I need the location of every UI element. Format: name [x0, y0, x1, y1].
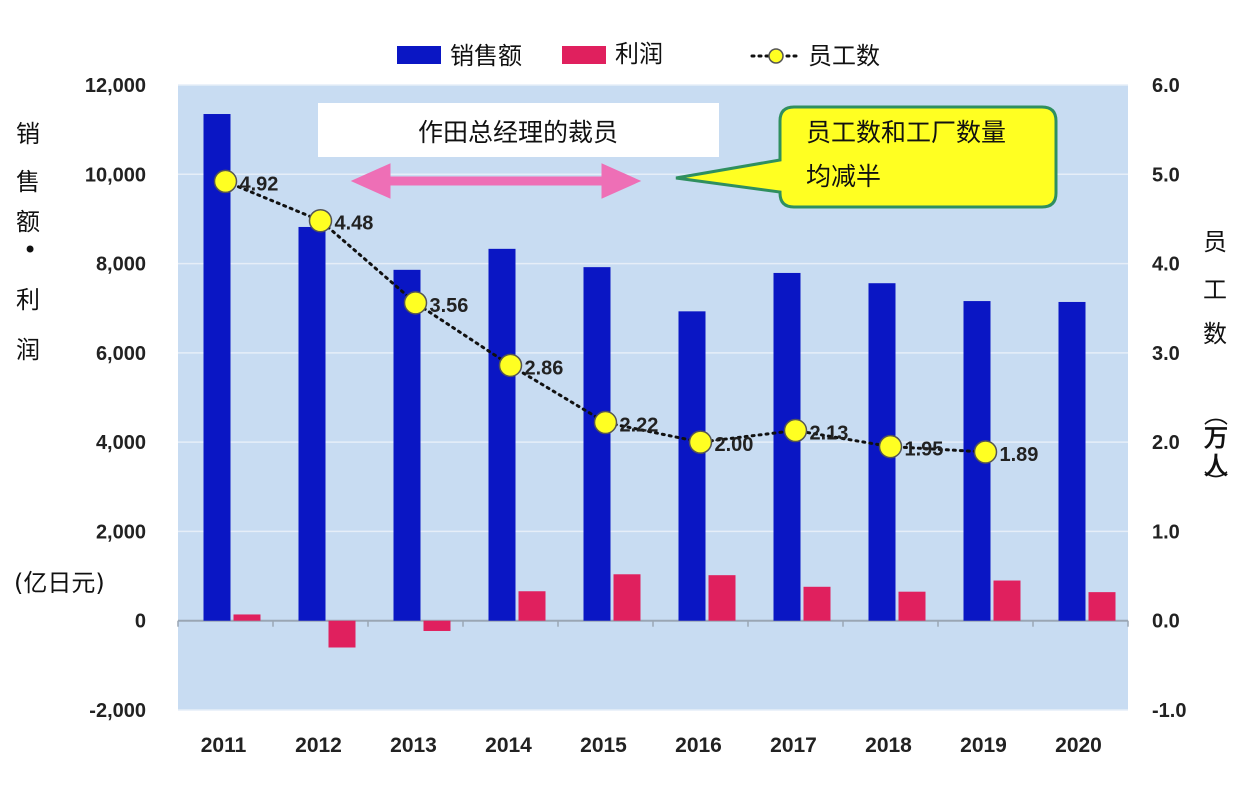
employee-data-label: 4.48 [335, 213, 374, 235]
bar-sales [298, 226, 326, 621]
left-tick-label: -2,000 [89, 700, 146, 722]
bar-sales [488, 248, 516, 621]
x-tick-label: 2016 [675, 734, 722, 757]
left-tick-label: 4,000 [96, 432, 146, 454]
right-axis-unit-char: 万 [1204, 424, 1228, 452]
left-tick-label: 2,000 [96, 521, 146, 543]
bar-profit [328, 620, 356, 648]
bar-profit [803, 586, 831, 621]
employee-data-label: 1.89 [1000, 444, 1039, 466]
bar-sales [773, 272, 801, 621]
right-axis-ticks: -1.0 0.0 1.0 2.0 3.0 4.0 5.0 6.0 [1152, 75, 1186, 722]
x-tick-label: 2018 [865, 734, 912, 757]
x-tick-label: 2019 [960, 734, 1007, 757]
employee-point [688, 430, 713, 454]
bar-sales [203, 114, 231, 621]
callout-text-line1: 员工数和工厂数量 [806, 118, 1006, 147]
x-axis-ticks: 2011 2012 2013 2014 2015 2016 2017 2018 2019 2020 [201, 734, 1102, 757]
legend-label-employees: 员工数 [808, 42, 880, 70]
legend-marker-employees [768, 48, 784, 64]
bar-profit [233, 614, 261, 621]
bar-profit [518, 591, 546, 621]
left-axis-title: 销 售 额 • 利 润 (亿日元) [14, 120, 105, 597]
employee-point [593, 410, 618, 435]
layoff-annotation: 作田总经理的裁员 [318, 103, 719, 199]
employee-data-label: 2.13 [810, 423, 849, 445]
legend-swatch-sales [397, 46, 441, 64]
legend-label-profit: 利润 [615, 40, 663, 68]
right-tick-label: 5.0 [1152, 164, 1180, 186]
bar-profit [613, 574, 641, 621]
left-axis-title-char: • [23, 236, 37, 264]
employee-data-label: 1.95 [905, 439, 944, 461]
bar-profit [898, 591, 926, 621]
left-axis-title-char: 销 [16, 120, 40, 148]
employee-point [878, 434, 903, 459]
bar-profit [708, 575, 736, 621]
left-axis-title-char: 额 [16, 208, 40, 236]
right-tick-label: 3.0 [1152, 343, 1180, 365]
employee-point [403, 291, 428, 315]
right-tick-label: 1.0 [1152, 521, 1180, 543]
bar-profit [423, 620, 451, 631]
bar-sales [1058, 301, 1086, 621]
callout-bubble: 员工数和工厂数量 均减半 [675, 105, 1058, 209]
bar-sales [393, 269, 421, 621]
employee-data-label: 2.00 [715, 434, 754, 456]
x-tick-label: 2014 [485, 734, 532, 757]
right-tick-label: 6.0 [1152, 75, 1180, 97]
right-axis-unit-char: ） [1201, 470, 1229, 494]
left-tick-label: 10,000 [85, 164, 146, 186]
employee-line [224, 179, 987, 454]
employee-point [973, 440, 998, 464]
legend: 销售额 利润 员工数 [397, 40, 880, 70]
employee-point [783, 418, 808, 443]
callout-text-line2: 均减半 [806, 162, 881, 191]
right-axis-title-char: 数 [1203, 320, 1227, 348]
legend-label-sales: 销售额 [450, 42, 522, 70]
x-tick-label: 2013 [390, 734, 437, 757]
right-axis-title: 员 工 数 （ 万 人 ） [1201, 228, 1229, 494]
right-tick-label: -1.0 [1152, 700, 1186, 722]
annotation-box [318, 103, 719, 157]
employee-data-label: 3.56 [430, 295, 469, 317]
x-tick-label: 2012 [295, 734, 342, 757]
bar-sales [583, 267, 611, 621]
bar-sales [678, 311, 706, 621]
legend-swatch-profit [562, 46, 606, 64]
x-tick-label: 2020 [1055, 734, 1102, 757]
employee-point [213, 169, 238, 194]
bar-profit [993, 580, 1021, 621]
left-tick-label: 12,000 [85, 75, 146, 97]
left-axis-unit: (亿日元) [14, 569, 105, 597]
left-tick-label: 6,000 [96, 343, 146, 365]
right-axis-title-char: 工 [1203, 276, 1227, 304]
employee-point [308, 208, 333, 233]
right-tick-label: 2.0 [1152, 432, 1180, 454]
right-axis-title-char: 员 [1203, 228, 1227, 256]
double-arrow-icon [350, 163, 642, 199]
left-axis-title-char: 利 [16, 286, 40, 314]
employee-data-label: 2.86 [525, 357, 564, 379]
left-tick-label: 0 [135, 611, 146, 633]
right-tick-label: 0.0 [1152, 611, 1180, 633]
left-tick-label: 8,000 [96, 254, 146, 276]
annotation-box-text: 作田总经理的裁员 [418, 118, 618, 147]
bar-profit [1088, 592, 1116, 621]
x-tick-label: 2015 [580, 734, 627, 757]
employee-points: 4.92 4.48 3.56 2.86 2.22 2.00 2.13 1.95 1.89 [213, 169, 1039, 466]
x-tick-label: 2011 [201, 734, 247, 757]
right-axis-unit-char: 人 [1204, 452, 1228, 480]
right-tick-label: 4.0 [1152, 254, 1180, 276]
callout-shape [675, 105, 1058, 209]
employee-data-label: 4.92 [240, 173, 279, 195]
left-axis-ticks: -2,000 0 2,000 4,000 6,000 8,000 10,000 12,000 [85, 75, 146, 722]
x-tick-label: 2017 [770, 734, 817, 757]
employee-data-label: 2.22 [620, 415, 659, 437]
left-axis-title-char: 售 [16, 168, 40, 196]
employee-point [498, 353, 523, 378]
right-axis-unit-char: （ [1201, 402, 1229, 426]
left-axis-title-char: 润 [16, 336, 40, 364]
